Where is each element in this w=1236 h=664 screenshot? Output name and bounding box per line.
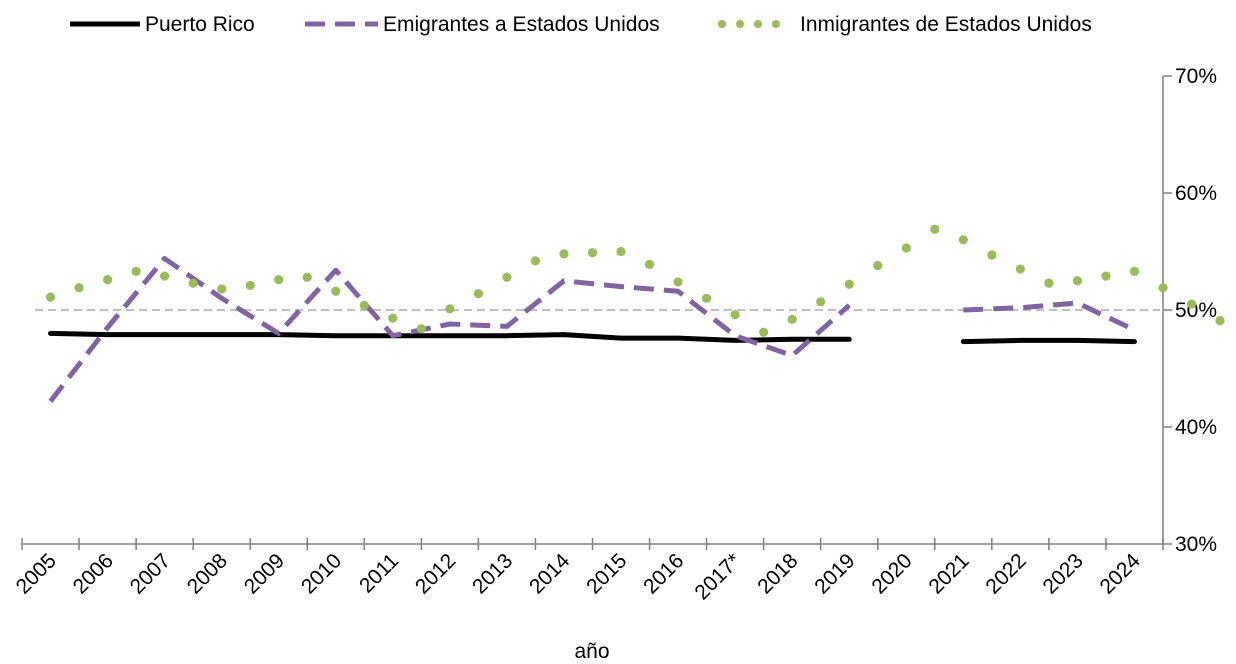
- series-group: [45, 224, 1225, 403]
- x-tick-label: 2015: [582, 549, 631, 598]
- series-inmigrantes-point: [530, 256, 541, 266]
- series-inmigrantes-point: [702, 293, 712, 303]
- series-inmigrantes-point: [1186, 299, 1197, 309]
- series-inmigrantes-point: [844, 279, 854, 289]
- series-inmigrantes-point: [74, 283, 84, 293]
- y-tick-label: 60%: [1175, 182, 1217, 205]
- x-tick-label: 2016: [639, 549, 688, 598]
- series-inmigrantes-point: [188, 278, 198, 288]
- series-inmigrantes-point: [1072, 276, 1083, 286]
- legend-item-inmigrantes: Inmigrantes de Estados Unidos: [718, 13, 1092, 36]
- series-inmigrantes-point: [359, 300, 369, 310]
- series-inmigrantes-point: [1158, 283, 1168, 293]
- legend: Puerto Rico Emigrantes a Estados Unidos …: [70, 13, 1092, 36]
- x-tick-label: 2013: [468, 549, 517, 598]
- x-tick-label: 2008: [183, 549, 232, 598]
- y-tick-label: 50%: [1175, 299, 1217, 322]
- legend-item-puerto-rico: Puerto Rico: [70, 13, 255, 36]
- x-tick-label: 2012: [411, 549, 460, 598]
- series-inmigrantes-point: [274, 274, 284, 285]
- series-inmigrantes-point: [302, 272, 312, 282]
- series-inmigrantes-point: [102, 274, 113, 285]
- x-tick-label: 2018: [753, 549, 802, 598]
- x-tick-label: 2023: [1039, 549, 1088, 598]
- series-inmigrantes-point: [730, 310, 740, 320]
- series-inmigrantes-point: [787, 314, 797, 324]
- x-tick-label: 2024: [1096, 549, 1146, 599]
- x-tick-label: 2014: [525, 549, 575, 599]
- series-inmigrantes-point: [502, 272, 512, 282]
- x-tick-label: 2020: [867, 549, 916, 598]
- x-tick-label: 2022: [981, 549, 1030, 598]
- legend-label-puerto-rico: Puerto Rico: [145, 13, 255, 36]
- series-inmigrantes-point: [559, 249, 569, 259]
- y-tick-label: 70%: [1175, 65, 1217, 88]
- legend-item-emigrantes: Emigrantes a Estados Unidos: [305, 13, 660, 36]
- series-inmigrantes-point: [331, 286, 341, 296]
- x-tick-label: 2007: [126, 549, 175, 598]
- series-emigrantes-line: [48, 256, 851, 403]
- series-inmigrantes-point: [958, 235, 968, 245]
- series-inmigrantes-point: [673, 277, 683, 287]
- series-inmigrantes-point: [644, 259, 655, 269]
- series-puerto-rico-line: [48, 330, 852, 343]
- x-tick-label: 2009: [240, 549, 289, 598]
- series-emigrantes-line: [963, 300, 1136, 333]
- x-axis-title: año: [574, 640, 609, 663]
- x-tick-label: 2011: [355, 549, 403, 597]
- series-inmigrantes-point: [987, 250, 997, 260]
- y-tick-label: 40%: [1175, 416, 1217, 439]
- series-puerto-rico-line: [960, 337, 1137, 345]
- series-inmigrantes-point: [616, 246, 626, 257]
- series-inmigrantes-point: [245, 280, 255, 291]
- series-inmigrantes-point: [160, 271, 170, 281]
- series-inmigrantes-point: [416, 324, 426, 334]
- legend-label-inmigrantes: Inmigrantes de Estados Unidos: [800, 13, 1092, 36]
- x-tick-label: 2021: [924, 549, 973, 598]
- series-inmigrantes-point: [131, 266, 141, 276]
- series-inmigrantes-point: [901, 243, 911, 253]
- series-inmigrantes-point: [217, 284, 227, 294]
- series-inmigrantes-point: [930, 224, 940, 234]
- series-inmigrantes-point: [45, 292, 56, 302]
- series-inmigrantes-point: [1215, 315, 1225, 326]
- series-inmigrantes-point: [445, 304, 455, 314]
- y-tick-label: 30%: [1175, 533, 1217, 556]
- x-tick-label: 2019: [810, 549, 859, 598]
- x-tick-label: 2006: [69, 549, 118, 598]
- x-tick-label: 2017*: [690, 549, 745, 604]
- series-inmigrantes-point: [1101, 271, 1111, 281]
- x-tick-label: 2005: [12, 549, 61, 598]
- series-inmigrantes-point: [587, 248, 598, 258]
- legend-label-emigrantes: Emigrantes a Estados Unidos: [383, 13, 660, 36]
- series-inmigrantes-point: [759, 327, 769, 337]
- series-inmigrantes-point: [1129, 266, 1140, 276]
- series-inmigrantes-point: [1015, 264, 1025, 274]
- series-inmigrantes-point: [1044, 278, 1054, 288]
- series-inmigrantes-point: [873, 260, 883, 271]
- series-inmigrantes-point: [473, 289, 483, 299]
- series-inmigrantes-point: [816, 297, 826, 307]
- x-tick-label: 2010: [297, 549, 346, 598]
- series-inmigrantes-point: [388, 313, 398, 323]
